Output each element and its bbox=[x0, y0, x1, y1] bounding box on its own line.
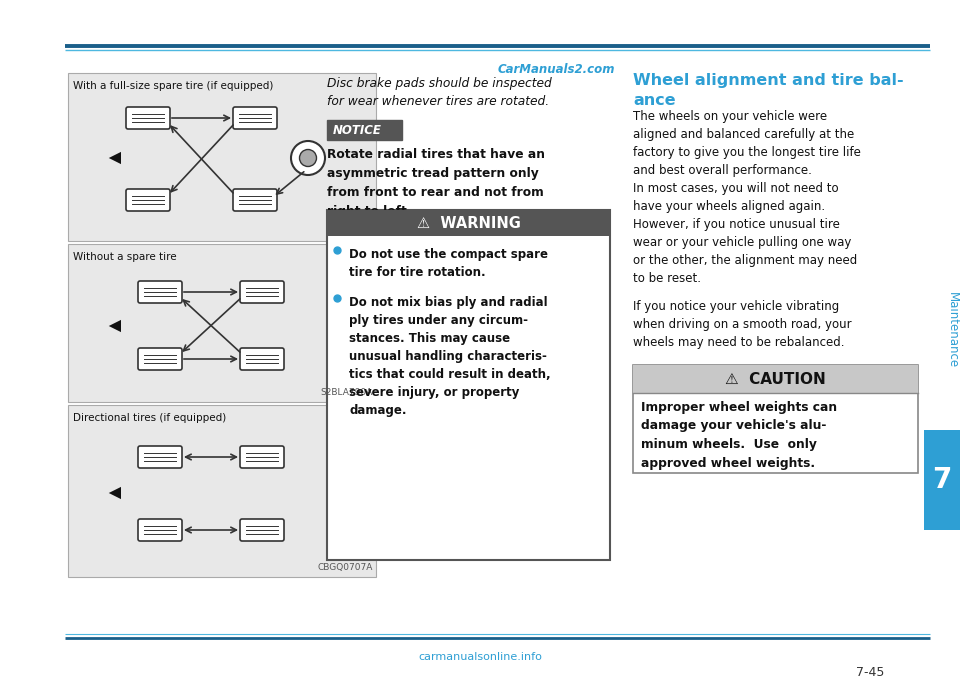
Text: Do not mix bias ply and radial
ply tires under any circum-
stances. This may cau: Do not mix bias ply and radial ply tires… bbox=[349, 296, 551, 417]
Bar bbox=[68, 73, 376, 241]
Text: ⚠  WARNING: ⚠ WARNING bbox=[417, 216, 520, 231]
Text: The wheels on your vehicle were
aligned and balanced carefully at the
factory to: The wheels on your vehicle were aligned … bbox=[633, 110, 861, 177]
Bar bbox=[633, 365, 918, 393]
FancyBboxPatch shape bbox=[240, 281, 284, 303]
Text: Improper wheel weights can
damage your vehicle's alu-
minum wheels.  Use  only
a: Improper wheel weights can damage your v… bbox=[641, 401, 837, 469]
Text: NOTICE: NOTICE bbox=[333, 123, 382, 136]
Text: carmanualsonline.info: carmanualsonline.info bbox=[418, 652, 542, 662]
Text: 7: 7 bbox=[932, 466, 951, 494]
FancyBboxPatch shape bbox=[233, 107, 277, 129]
Text: S2BLA790A: S2BLA790A bbox=[321, 388, 373, 397]
FancyBboxPatch shape bbox=[138, 348, 182, 370]
Text: If you notice your vehicle vibrating
when driving on a smooth road, your
wheels : If you notice your vehicle vibrating whe… bbox=[633, 300, 852, 349]
FancyBboxPatch shape bbox=[126, 107, 170, 129]
Bar bbox=[68, 244, 376, 402]
Circle shape bbox=[300, 150, 317, 167]
Circle shape bbox=[291, 141, 325, 175]
Text: Rotate radial tires that have an
asymmetric tread pattern only
from front to rea: Rotate radial tires that have an asymmet… bbox=[327, 148, 545, 218]
Text: Wheel alignment and tire bal-
ance: Wheel alignment and tire bal- ance bbox=[633, 73, 903, 107]
FancyBboxPatch shape bbox=[233, 189, 277, 211]
FancyBboxPatch shape bbox=[240, 446, 284, 468]
FancyBboxPatch shape bbox=[138, 281, 182, 303]
FancyBboxPatch shape bbox=[240, 519, 284, 541]
Text: 7-45: 7-45 bbox=[855, 666, 884, 679]
Bar bbox=[68, 405, 376, 577]
FancyBboxPatch shape bbox=[138, 446, 182, 468]
Text: CarManuals2.com: CarManuals2.com bbox=[497, 63, 615, 76]
FancyBboxPatch shape bbox=[240, 348, 284, 370]
Bar bbox=[327, 120, 402, 140]
Text: CBGQ0707A: CBGQ0707A bbox=[318, 563, 373, 572]
Text: ⚠  CAUTION: ⚠ CAUTION bbox=[725, 371, 826, 387]
Text: In most cases, you will not need to
have your wheels aligned again.
However, if : In most cases, you will not need to have… bbox=[633, 182, 857, 285]
FancyBboxPatch shape bbox=[126, 189, 170, 211]
Bar bbox=[327, 210, 610, 236]
FancyBboxPatch shape bbox=[138, 519, 182, 541]
Text: Disc brake pads should be inspected
for wear whenever tires are rotated.: Disc brake pads should be inspected for … bbox=[327, 77, 552, 108]
Bar bbox=[924, 430, 960, 530]
Text: Do not use the compact spare
tire for tire rotation.: Do not use the compact spare tire for ti… bbox=[349, 248, 548, 279]
Text: Maintenance: Maintenance bbox=[946, 292, 958, 368]
Text: Directional tires (if equipped): Directional tires (if equipped) bbox=[73, 413, 227, 423]
Bar bbox=[633, 365, 918, 473]
Text: With a full-size spare tire (if equipped): With a full-size spare tire (if equipped… bbox=[73, 81, 274, 91]
Text: S2BLA790: S2BLA790 bbox=[326, 227, 373, 236]
Bar bbox=[327, 210, 610, 560]
Text: Without a spare tire: Without a spare tire bbox=[73, 252, 177, 262]
